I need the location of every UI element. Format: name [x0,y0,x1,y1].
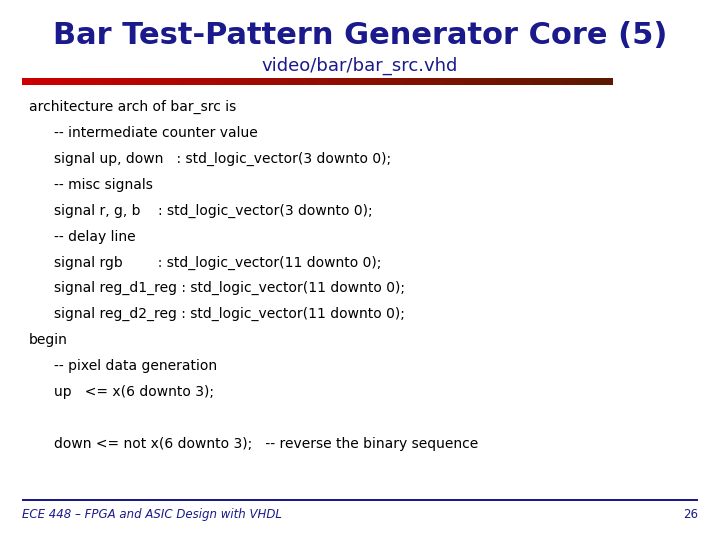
Bar [523,78,534,85]
Bar [189,78,199,85]
Bar [199,78,210,85]
Bar [563,78,573,85]
Bar [543,78,554,85]
Bar [32,78,42,85]
Bar [445,78,455,85]
Bar [504,78,514,85]
Bar [494,78,505,85]
Bar [22,78,32,85]
Text: Bar Test-Pattern Generator Core (5): Bar Test-Pattern Generator Core (5) [53,21,667,50]
Bar [297,78,307,85]
Text: signal r, g, b    : std_logic_vector(3 downto 0);: signal r, g, b : std_logic_vector(3 down… [54,204,373,218]
Bar [81,78,91,85]
Text: -- intermediate counter value: -- intermediate counter value [54,126,258,140]
Bar [120,78,130,85]
Text: ECE 448 – FPGA and ASIC Design with VHDL: ECE 448 – FPGA and ASIC Design with VHDL [22,508,282,521]
Bar [110,78,121,85]
Bar [41,78,52,85]
Bar [513,78,524,85]
Bar [287,78,298,85]
Bar [150,78,160,85]
Text: -- misc signals: -- misc signals [54,178,153,192]
Text: -- delay line: -- delay line [54,230,135,244]
Text: architecture arch of bar_src is: architecture arch of bar_src is [29,100,236,114]
Text: signal up, down   : std_logic_vector(3 downto 0);: signal up, down : std_logic_vector(3 dow… [54,152,391,166]
Bar [159,78,170,85]
Bar [169,78,180,85]
Bar [228,78,239,85]
Bar [91,78,101,85]
Bar [454,78,465,85]
Bar [130,78,140,85]
Bar [376,78,387,85]
Text: signal rgb        : std_logic_vector(11 downto 0);: signal rgb : std_logic_vector(11 downto … [54,255,382,269]
Bar [593,78,603,85]
Bar [534,78,544,85]
Bar [277,78,288,85]
Text: signal reg_d2_reg : std_logic_vector(11 downto 0);: signal reg_d2_reg : std_logic_vector(11 … [54,307,405,321]
Bar [572,78,583,85]
Bar [179,78,189,85]
Bar [553,78,564,85]
Text: down <= not x(6 downto 3);   -- reverse the binary sequence: down <= not x(6 downto 3); -- reverse th… [54,437,478,451]
Text: -- pixel data generation: -- pixel data generation [54,359,217,373]
Bar [425,78,436,85]
Bar [484,78,495,85]
Bar [405,78,416,85]
Text: begin: begin [29,333,68,347]
Bar [327,78,337,85]
Bar [464,78,475,85]
Text: up   <= x(6 downto 3);: up <= x(6 downto 3); [54,385,214,399]
Bar [386,78,396,85]
Text: video/bar/bar_src.vhd: video/bar/bar_src.vhd [262,57,458,75]
Bar [395,78,406,85]
Text: signal reg_d1_reg : std_logic_vector(11 downto 0);: signal reg_d1_reg : std_logic_vector(11 … [54,281,405,295]
Bar [317,78,328,85]
Bar [71,78,81,85]
Bar [209,78,219,85]
Bar [51,78,62,85]
Bar [268,78,278,85]
Bar [346,78,357,85]
Bar [140,78,150,85]
Bar [61,78,71,85]
Bar [248,78,258,85]
Bar [22,499,698,501]
Bar [435,78,446,85]
Bar [474,78,485,85]
Bar [307,78,318,85]
Bar [366,78,377,85]
Bar [602,78,613,85]
Text: 26: 26 [683,508,698,521]
Bar [238,78,248,85]
Bar [258,78,269,85]
Bar [415,78,426,85]
Bar [218,78,229,85]
Bar [582,78,593,85]
Bar [100,78,111,85]
Bar [356,78,366,85]
Bar [336,78,347,85]
